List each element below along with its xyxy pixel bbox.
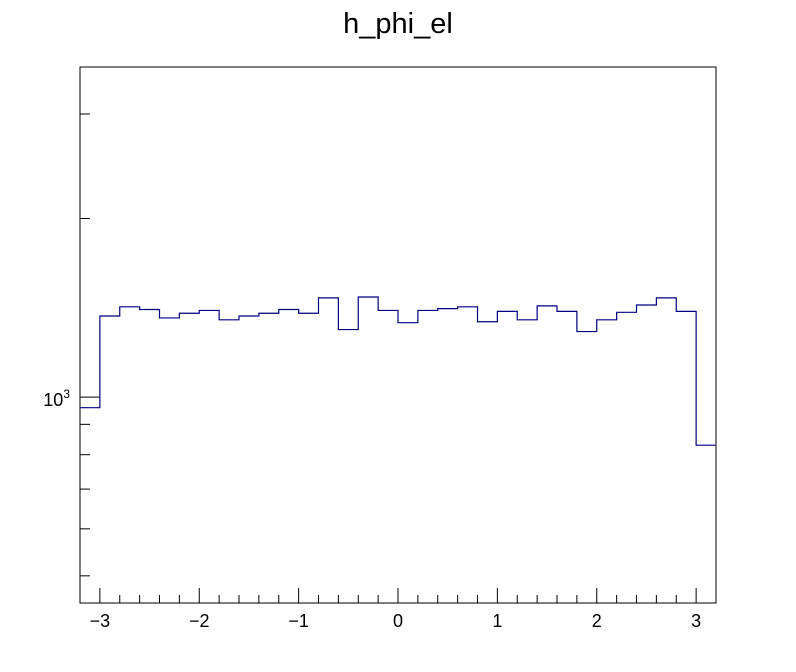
x-tick-label: 3 xyxy=(691,611,701,631)
histogram-series-line xyxy=(80,296,716,446)
x-tick-label: −3 xyxy=(90,611,111,631)
x-tick-label: 1 xyxy=(492,611,502,631)
x-tick-label: 2 xyxy=(592,611,602,631)
x-axis: −3 −2 −1 0 1 2 3 xyxy=(79,588,717,631)
x-tick-label: −1 xyxy=(288,611,309,631)
plot-frame xyxy=(79,66,717,604)
x-tick-label: 0 xyxy=(393,611,403,631)
y-tick-label: 103 xyxy=(43,387,70,410)
chart-title: h_phi_el xyxy=(343,8,453,40)
y-axis: 103 xyxy=(43,113,100,577)
x-tick-label: −2 xyxy=(189,611,210,631)
